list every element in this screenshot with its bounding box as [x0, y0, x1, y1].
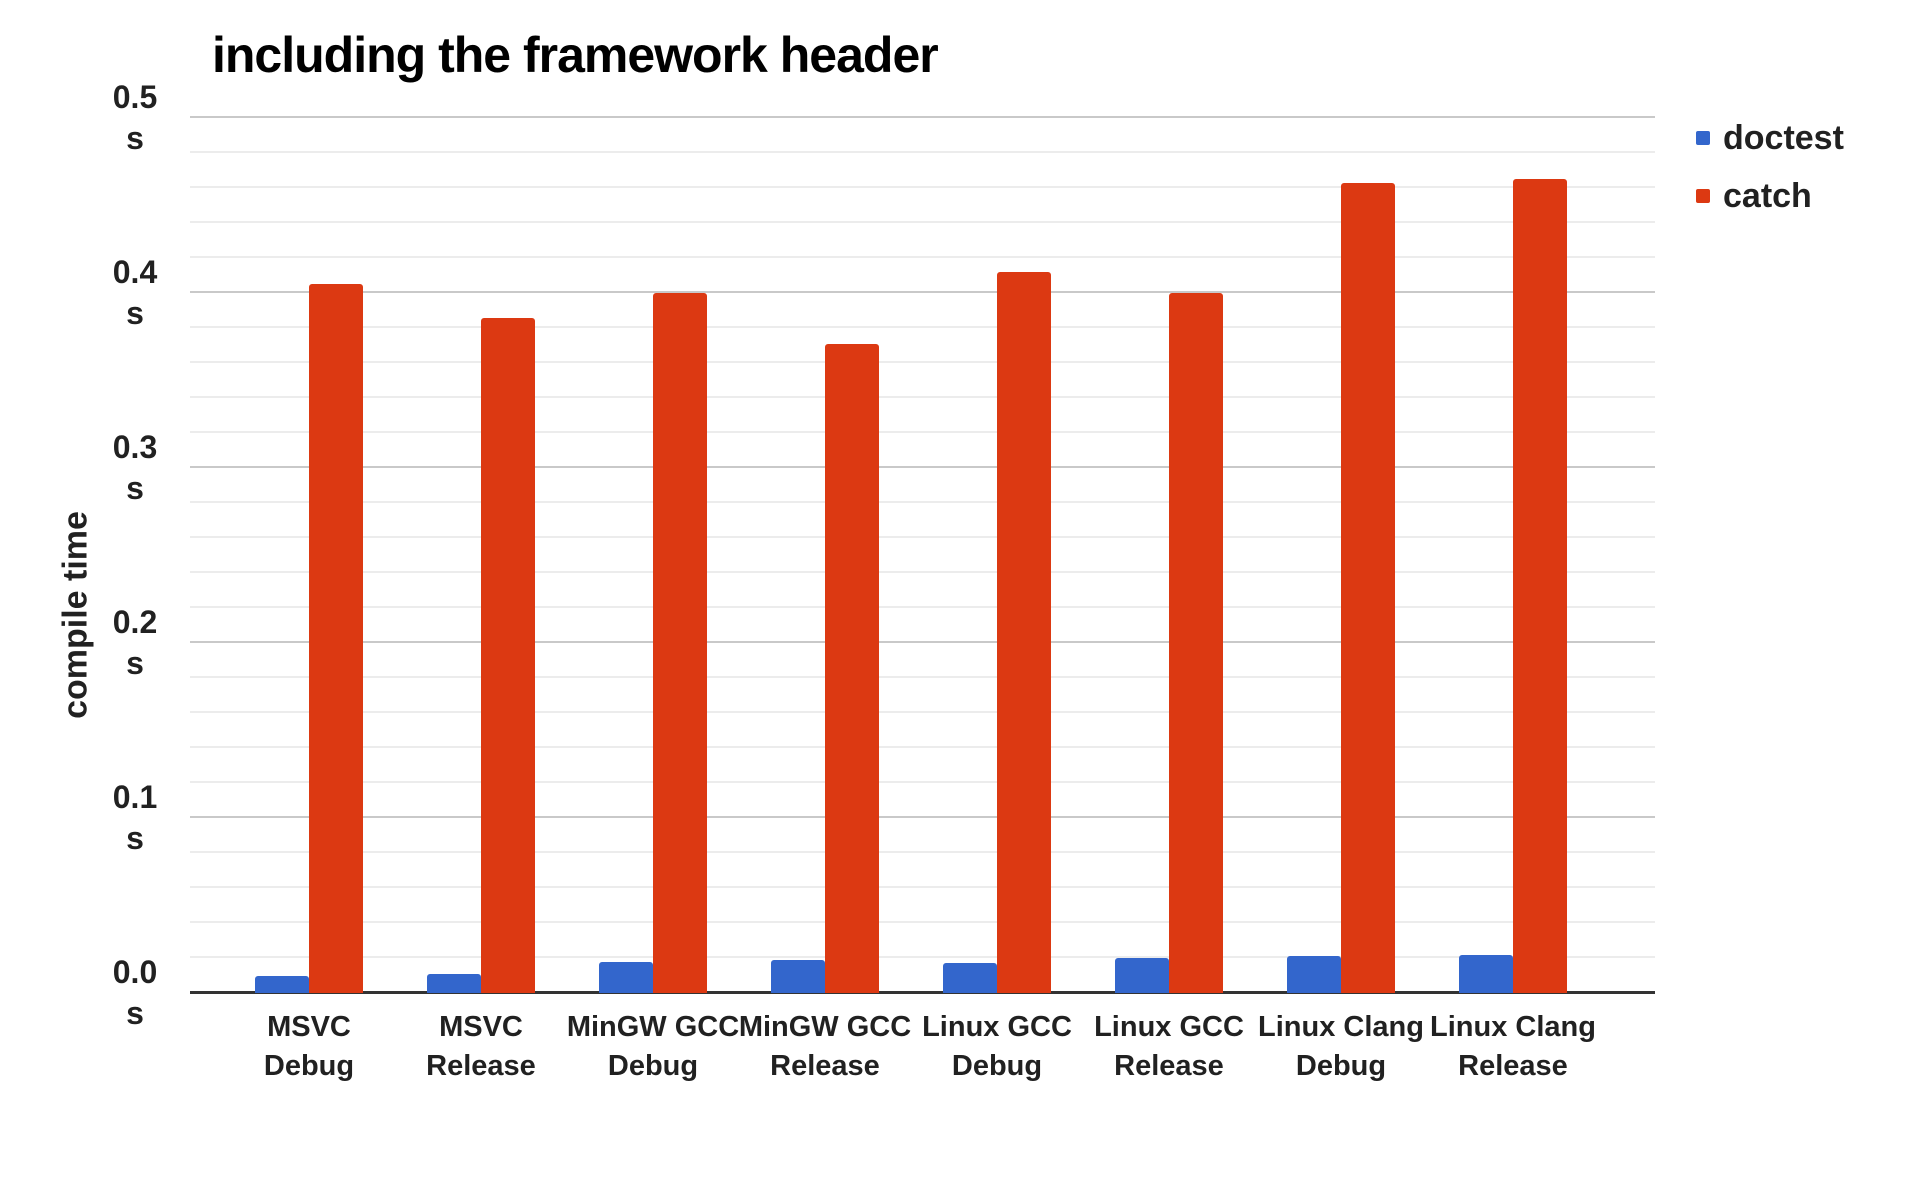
category-label: Linux Clang Debug	[1226, 1008, 1456, 1086]
y-tick-label: 0.1 s	[96, 777, 174, 859]
minor-gridline	[190, 606, 1655, 608]
minor-gridline	[190, 711, 1655, 713]
doctest-bar	[255, 975, 309, 993]
category-label: MinGW GCC Debug	[538, 1008, 768, 1086]
y-axis-title: compile time	[56, 511, 95, 719]
minor-gridline	[190, 186, 1655, 188]
category-label-line: Linux Clang	[1258, 1011, 1424, 1043]
y-tick-unit: s	[126, 295, 144, 331]
y-tick-unit: s	[126, 995, 144, 1031]
legend-swatch-icon	[1696, 189, 1710, 203]
category-label-line: Release	[770, 1050, 880, 1082]
category-label-line: Release	[1114, 1050, 1224, 1082]
category-label-line: Debug	[951, 1050, 1043, 1082]
doctest-bar	[427, 973, 481, 993]
catch-bar	[481, 317, 535, 993]
y-tick-unit: s	[126, 470, 144, 506]
minor-gridline	[190, 536, 1655, 538]
y-tick-unit: s	[126, 820, 144, 856]
category-label-line: Linux GCC	[1094, 1011, 1244, 1043]
minor-gridline	[190, 956, 1655, 958]
minor-gridline	[190, 571, 1655, 573]
minor-gridline	[190, 676, 1655, 678]
catch-bar	[1513, 179, 1567, 993]
minor-gridline	[190, 886, 1655, 888]
y-tick-label: 0.0 s	[96, 952, 174, 1034]
category-label-line: Release	[1458, 1050, 1568, 1082]
minor-gridline	[190, 851, 1655, 853]
legend-item-doctest: doctest	[1696, 116, 1844, 160]
category-label-line: MinGW GCC	[738, 1011, 912, 1043]
y-tick-unit: s	[126, 120, 144, 156]
category-label: MinGW GCC Release	[710, 1008, 940, 1086]
legend: doctest catch	[1696, 116, 1844, 232]
y-tick-value: 0.2	[112, 604, 158, 640]
y-tick-value: 0.1	[112, 779, 158, 815]
minor-gridline	[190, 361, 1655, 363]
legend-swatch-icon	[1696, 131, 1710, 145]
doctest-bar	[1459, 954, 1513, 993]
chart-title: including the framework header	[212, 27, 939, 83]
x-axis-baseline	[190, 991, 1655, 994]
category-label-line: Debug	[1295, 1050, 1387, 1082]
y-tick-label: 0.2 s	[96, 602, 174, 684]
minor-gridline	[190, 221, 1655, 223]
legend-item-catch: catch	[1696, 174, 1844, 218]
doctest-bar	[1287, 956, 1341, 993]
minor-gridline	[190, 501, 1655, 503]
y-tick-value: 0.3	[112, 429, 158, 465]
minor-gridline	[190, 326, 1655, 328]
doctest-bar	[599, 961, 653, 993]
major-gridline	[190, 466, 1655, 468]
plot-area	[190, 116, 1655, 994]
category-label: Linux GCC Debug	[882, 1008, 1112, 1086]
y-tick-value: 0.5	[112, 79, 158, 115]
doctest-bar	[943, 963, 997, 993]
category-label-line: MinGW GCC	[566, 1011, 740, 1043]
minor-gridline	[190, 151, 1655, 153]
catch-bar	[309, 284, 363, 993]
category-label-line: Linux Clang	[1430, 1011, 1596, 1043]
y-tick-unit: s	[126, 645, 144, 681]
category-label-line: Release	[426, 1050, 536, 1082]
legend-label: doctest	[1723, 118, 1844, 157]
category-label-line: Debug	[263, 1050, 355, 1082]
y-tick-label: 0.5 s	[96, 77, 174, 159]
catch-bar	[1169, 293, 1223, 993]
doctest-bar	[1115, 958, 1169, 993]
catch-bar	[1341, 182, 1395, 993]
minor-gridline	[190, 431, 1655, 433]
category-label-line: MSVC	[439, 1011, 523, 1043]
y-tick-label: 0.3 s	[96, 427, 174, 509]
y-tick-label: 0.4 s	[96, 252, 174, 334]
category-label: MSVC Debug	[194, 1008, 424, 1086]
category-label: MSVC Release	[366, 1008, 596, 1086]
category-label-line: Debug	[607, 1050, 699, 1082]
catch-bar	[653, 293, 707, 993]
minor-gridline	[190, 746, 1655, 748]
legend-label: catch	[1723, 176, 1812, 215]
major-gridline	[190, 291, 1655, 293]
major-gridline	[190, 816, 1655, 818]
y-tick-value: 0.0	[112, 954, 158, 990]
catch-bar	[825, 343, 879, 993]
minor-gridline	[190, 921, 1655, 923]
major-gridline	[190, 641, 1655, 643]
doctest-bar	[771, 959, 825, 993]
minor-gridline	[190, 781, 1655, 783]
category-label-line: MSVC	[267, 1011, 351, 1043]
catch-bar	[997, 272, 1051, 993]
major-gridline	[190, 116, 1655, 118]
category-label: Linux GCC Release	[1054, 1008, 1284, 1086]
category-label: Linux Clang Release	[1398, 1008, 1628, 1086]
minor-gridline	[190, 256, 1655, 258]
category-label-line: Linux GCC	[922, 1011, 1072, 1043]
y-tick-value: 0.4	[112, 254, 158, 290]
minor-gridline	[190, 396, 1655, 398]
